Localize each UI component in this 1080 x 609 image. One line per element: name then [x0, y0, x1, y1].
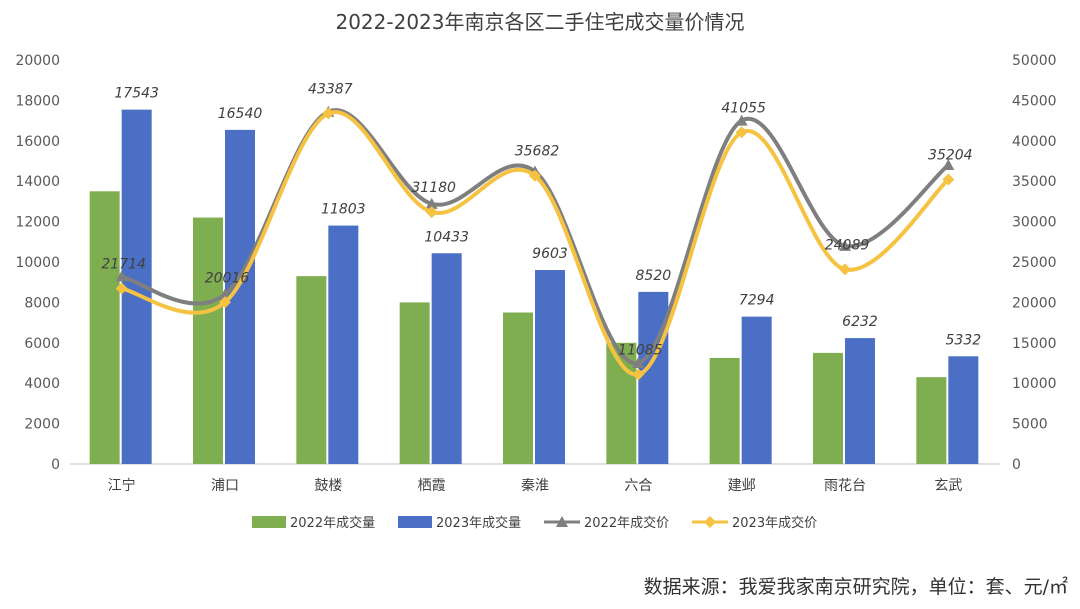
left-tick-label: 10000: [15, 255, 60, 271]
bar-value-label: 17543: [114, 86, 159, 102]
diamond-marker: [529, 169, 541, 182]
diamond-marker: [942, 173, 955, 186]
legend-swatch: [252, 516, 286, 528]
bar: [741, 316, 772, 464]
triangle-marker: [425, 197, 438, 209]
bar: [535, 270, 565, 464]
triangle-marker: [735, 114, 748, 126]
bar: [503, 312, 533, 464]
diamond-marker: [704, 516, 716, 528]
legend-label: 2023年成交量: [436, 515, 521, 531]
bar-value-label: 16540: [218, 106, 263, 122]
bar-value-label: 5332: [946, 332, 982, 348]
triangle-marker: [632, 357, 645, 368]
right-tick-label: 20000: [1012, 295, 1057, 311]
line-value-label: 35204: [928, 148, 973, 164]
chart-legend: 2022年成交量 2023年成交量 2022年成交价 2023年成交价: [252, 515, 817, 531]
bar: [89, 191, 120, 465]
right-tick-label: 40000: [1012, 134, 1057, 150]
diamond-marker: [632, 368, 645, 381]
chart-axes: 0 2000 4000 6000 8000 10000 12000 14000 16000 180…: [15, 53, 1056, 494]
bar-value-label: 11803: [321, 202, 366, 218]
bar: [296, 276, 327, 464]
diamond-marker: [219, 296, 231, 309]
bar: [709, 357, 740, 464]
line-value-label: 35682: [515, 144, 560, 160]
right-tick-label: 15000: [1012, 336, 1057, 352]
left-tick-label: 2000: [24, 417, 60, 433]
diamond-marker: [115, 282, 128, 295]
bar-group: [89, 109, 979, 465]
category-label: 雨花台: [824, 478, 866, 494]
legend-label: 2022年成交价: [584, 515, 669, 531]
category-label: 玄武: [934, 477, 962, 494]
legend-label: 2023年成交价: [732, 515, 817, 531]
legend-label: 2022年成交量: [290, 515, 375, 531]
line-value-label: 20016: [205, 270, 250, 286]
right-tick-label: 45000: [1012, 93, 1057, 109]
source-note: 数据来源：我爱我家南京研究院，单位：套、元/㎡: [643, 576, 1068, 598]
bar: [916, 377, 947, 464]
bar: [845, 338, 875, 464]
line-value-label: 31180: [411, 180, 456, 196]
series-line: [119, 109, 951, 377]
legend-swatch: [398, 516, 432, 528]
left-tick-label: 12000: [15, 215, 60, 231]
right-tick-label: 30000: [1012, 215, 1057, 231]
left-tick-label: 20000: [15, 53, 60, 69]
bar-value-label: 9603: [532, 246, 568, 262]
bar: [399, 302, 430, 464]
triangle-marker: [839, 239, 851, 251]
right-tick-label: 35000: [1012, 174, 1057, 190]
diamond-marker: [735, 126, 748, 139]
line-group: [115, 105, 955, 381]
diamond-marker: [322, 107, 335, 120]
line-value-label: 24089: [825, 237, 870, 253]
bar-value-label: 8520: [636, 268, 672, 284]
line-value-label: 41055: [721, 100, 766, 116]
category-label: 栖霞: [418, 478, 446, 494]
chart-title: 2022-2023年南京各区二手住宅成交量价情况: [335, 10, 745, 34]
category-label: 建邺: [728, 478, 756, 494]
bar-value-label: 7294: [739, 293, 775, 309]
bar: [431, 253, 462, 464]
bar: [193, 217, 223, 464]
left-tick-label: 18000: [15, 93, 60, 109]
left-tick-label: 16000: [15, 134, 60, 150]
left-tick-label: 14000: [15, 174, 60, 190]
right-tick-label: 10000: [1012, 376, 1057, 392]
diamond-marker: [839, 263, 851, 276]
triangle-marker: [115, 270, 128, 282]
right-tick-label: 25000: [1012, 255, 1057, 271]
line-value-label: 11085: [618, 342, 663, 358]
category-label: 六合: [624, 478, 652, 494]
left-tick-label: 6000: [24, 336, 60, 352]
triangle-marker: [556, 516, 568, 527]
triangle-marker: [942, 159, 955, 171]
left-tick-label: 4000: [24, 376, 60, 392]
bar: [948, 356, 979, 464]
bar: [638, 291, 669, 464]
category-label: 秦淮: [521, 478, 549, 494]
line-value-label: 21714: [101, 257, 146, 273]
data-labels: 17543 16540 11803 10433 9603 8520 7294 6232 5332…: [101, 81, 981, 358]
category-label: 浦口: [211, 478, 239, 494]
category-label: 鼓楼: [314, 478, 342, 494]
right-tick-label: 5000: [1012, 417, 1048, 433]
left-tick-label: 0: [51, 457, 60, 473]
right-tick-label: 50000: [1012, 53, 1057, 69]
line-value-label: 43387: [308, 81, 353, 97]
left-tick-label: 8000: [24, 295, 60, 311]
bar-value-label: 6232: [842, 314, 878, 330]
category-label: 江宁: [108, 477, 136, 494]
bar-value-label: 10433: [424, 229, 469, 245]
bar: [328, 225, 359, 464]
diamond-marker: [425, 206, 438, 219]
bar: [813, 352, 843, 464]
right-tick-label: 0: [1012, 457, 1021, 473]
